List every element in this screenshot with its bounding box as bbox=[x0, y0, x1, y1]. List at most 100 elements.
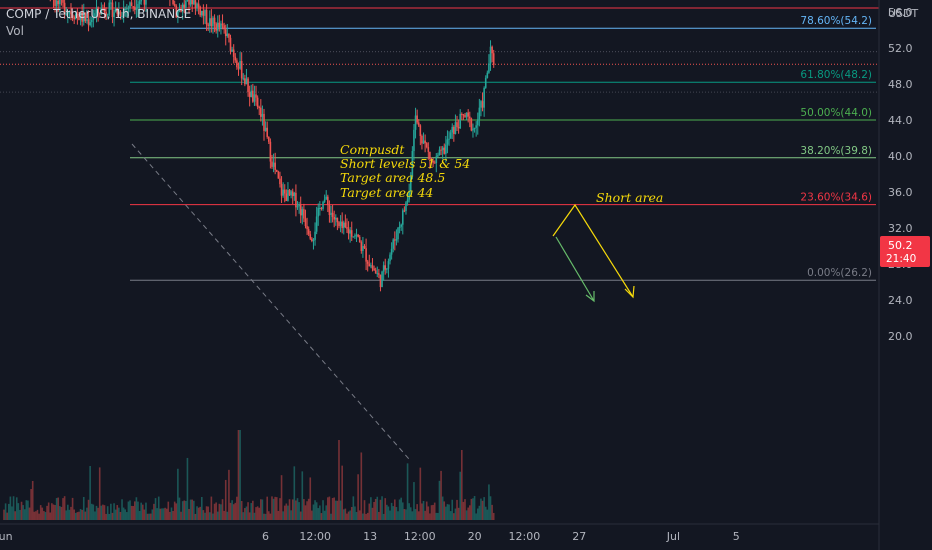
candle-body bbox=[208, 18, 211, 26]
volume-bar bbox=[36, 509, 39, 520]
x-tick-label: 12:00 bbox=[404, 530, 436, 543]
volume-bar bbox=[132, 506, 135, 520]
volume-bar bbox=[467, 507, 469, 520]
x-tick-labels: Jun 6 12:00 13 12:00 20 12:00 27 Jul 5 bbox=[0, 530, 740, 543]
candle-body bbox=[266, 127, 268, 137]
candle-body bbox=[422, 140, 425, 144]
volume-bar bbox=[200, 496, 203, 520]
volume-bar bbox=[228, 469, 230, 520]
volume-bar bbox=[118, 507, 120, 520]
volume-bar bbox=[362, 513, 364, 520]
candle-body bbox=[193, 0, 195, 5]
volume-bar bbox=[167, 501, 170, 520]
candle-body bbox=[70, 12, 72, 15]
candle-body bbox=[374, 270, 377, 274]
volume-bar bbox=[154, 498, 157, 520]
candle-body bbox=[202, 10, 205, 16]
candle-body bbox=[441, 147, 444, 151]
candle-body bbox=[330, 212, 332, 216]
candle-body bbox=[406, 199, 409, 203]
candle-body bbox=[293, 192, 296, 197]
candle-body bbox=[119, 11, 122, 17]
volume-bar bbox=[448, 504, 450, 520]
candle-body bbox=[116, 8, 119, 14]
candle-body bbox=[405, 202, 407, 211]
y-tick-label: 48.0 bbox=[888, 78, 913, 91]
candle-body bbox=[421, 135, 423, 144]
volume-bar bbox=[81, 509, 83, 520]
volume-bar bbox=[175, 503, 178, 520]
candle-body bbox=[365, 248, 367, 262]
volume-bar bbox=[149, 513, 152, 520]
candle-body bbox=[277, 171, 280, 179]
volume-bar bbox=[39, 505, 42, 520]
candle-body bbox=[210, 18, 213, 27]
candle-body bbox=[433, 162, 436, 164]
volume-bar bbox=[360, 452, 363, 520]
candle-body bbox=[417, 122, 420, 126]
volume-bar bbox=[468, 505, 471, 520]
volume-bar bbox=[269, 513, 272, 520]
volume-bar bbox=[31, 480, 34, 520]
volume-bar bbox=[59, 506, 61, 520]
candle-body bbox=[172, 0, 174, 5]
volume-indicator-label[interactable]: Vol bbox=[6, 24, 24, 38]
volume-bar bbox=[346, 513, 348, 520]
volume-bar bbox=[443, 501, 446, 520]
volume-bar bbox=[119, 511, 122, 520]
volume-bar bbox=[129, 500, 131, 520]
y-tick-label: 24.0 bbox=[888, 294, 913, 307]
volume-bar bbox=[237, 430, 240, 520]
volume-bar bbox=[159, 508, 162, 520]
volume-bar bbox=[205, 506, 208, 520]
candle-body bbox=[92, 17, 95, 20]
candle-body bbox=[245, 78, 248, 85]
volume-bar bbox=[258, 507, 261, 520]
candle-body bbox=[95, 7, 98, 14]
volume-bar bbox=[44, 512, 47, 520]
time-axis[interactable]: Jun 6 12:00 13 12:00 20 12:00 27 Jul 5 bbox=[0, 523, 879, 543]
candle-body bbox=[114, 8, 117, 13]
candle-body bbox=[267, 136, 270, 142]
candle-body bbox=[135, 8, 138, 10]
candle-body bbox=[287, 190, 289, 201]
symbol-line: COMP / TetherUS, 1h, BINANCE bbox=[6, 7, 192, 21]
volume-bar bbox=[465, 510, 468, 520]
candle-body bbox=[76, 14, 79, 16]
volume-bar bbox=[188, 508, 190, 520]
volume-bar bbox=[248, 512, 251, 520]
candle-body bbox=[121, 16, 123, 18]
volume-bar bbox=[406, 463, 409, 520]
short-path-arrow-yellow bbox=[552, 203, 634, 298]
y-tick-label: 44.0 bbox=[888, 114, 913, 127]
candle-body bbox=[476, 119, 479, 126]
candle-body bbox=[395, 239, 398, 241]
candle-body bbox=[62, 0, 64, 3]
volume-bar bbox=[216, 511, 219, 520]
candle-body bbox=[242, 78, 245, 80]
candle-body bbox=[237, 67, 240, 69]
volume-bar bbox=[113, 503, 115, 520]
candle-body bbox=[113, 12, 115, 18]
candle-body bbox=[65, 13, 68, 15]
candle-body bbox=[200, 10, 203, 16]
candle-body bbox=[127, 7, 130, 9]
volume-bar bbox=[263, 513, 265, 520]
candle-body bbox=[437, 155, 439, 157]
fib-levels: 0.00%(26.2) 23.60%(34.6) 38.20%(39.8) 50.00… bbox=[130, 15, 876, 281]
candle-body bbox=[314, 231, 316, 240]
volume-bar bbox=[381, 496, 383, 520]
candle-body bbox=[454, 122, 457, 135]
candle-body bbox=[285, 193, 288, 201]
annotation-short-area: Short area bbox=[596, 190, 663, 205]
volume-bar bbox=[373, 501, 375, 520]
volume-bar bbox=[392, 506, 395, 520]
candle-body bbox=[216, 22, 219, 31]
volume-bar bbox=[84, 511, 87, 520]
candle-body bbox=[341, 221, 343, 228]
candle-body bbox=[299, 204, 302, 216]
volume-bar bbox=[285, 503, 288, 520]
price-axis[interactable]: USDT 20.024.028.032.036.040.044.048.052.… bbox=[878, 0, 930, 550]
volume-bar bbox=[384, 498, 387, 520]
